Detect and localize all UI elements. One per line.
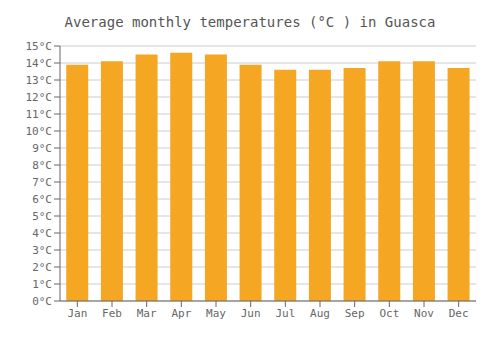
svg-text:Sep: Sep [345, 307, 365, 320]
svg-text:5°C: 5°C [32, 210, 52, 223]
svg-text:1°C: 1°C [32, 278, 52, 291]
svg-text:8°C: 8°C [32, 159, 52, 172]
svg-text:15°C: 15°C [26, 40, 53, 53]
svg-text:Jul: Jul [275, 307, 295, 320]
svg-text:6°C: 6°C [32, 193, 52, 206]
svg-text:2°C: 2°C [32, 261, 52, 274]
svg-text:9°C: 9°C [32, 142, 52, 155]
svg-text:Aug: Aug [310, 307, 330, 320]
svg-text:Oct: Oct [379, 307, 399, 320]
svg-text:3°C: 3°C [32, 244, 52, 257]
svg-text:Jan: Jan [67, 307, 87, 320]
svg-text:12°C: 12°C [26, 91, 53, 104]
svg-text:Jun: Jun [241, 307, 261, 320]
svg-text:13°C: 13°C [26, 74, 53, 87]
svg-text:Nov: Nov [414, 307, 434, 320]
svg-text:Mar: Mar [137, 307, 157, 320]
svg-text:4°C: 4°C [32, 227, 52, 240]
svg-text:May: May [206, 307, 226, 320]
svg-text:11°C: 11°C [26, 108, 53, 121]
html-text:Average monthly temperatures (: Average monthly temperatures (°C ) in Gu… [64, 14, 436, 30]
svg-text:Dec: Dec [449, 307, 469, 320]
svg-text:7°C: 7°C [32, 176, 52, 189]
svg-text:0°C: 0°C [32, 295, 52, 308]
svg-text:14°C: 14°C [26, 57, 53, 70]
svg-text:Feb: Feb [102, 307, 122, 320]
svg-text:Apr: Apr [171, 307, 191, 320]
svg-text:10°C: 10°C [26, 125, 53, 138]
